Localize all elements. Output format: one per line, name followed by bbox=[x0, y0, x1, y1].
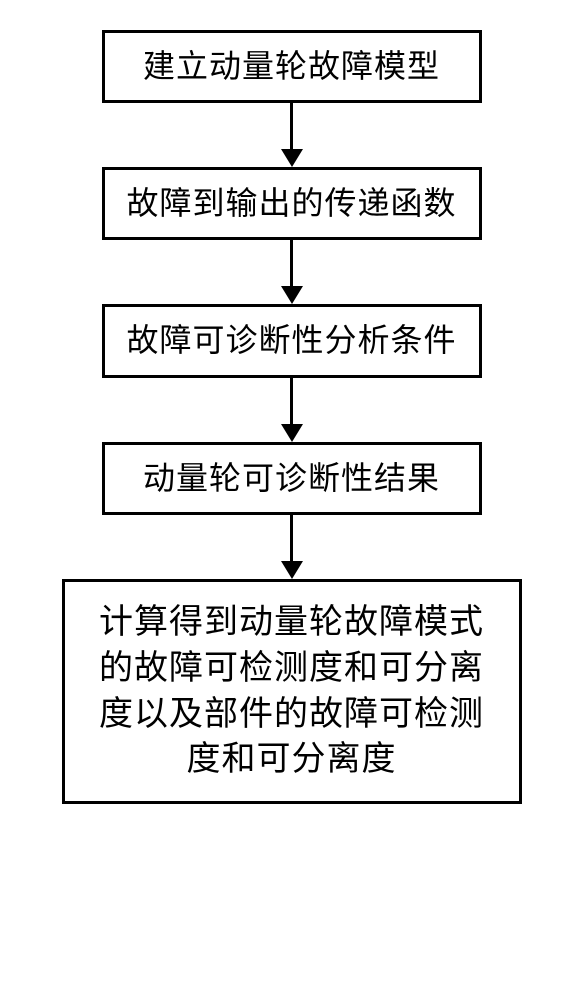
flowchart-box-2-text: 故障到输出的传递函数 bbox=[126, 182, 456, 225]
arrow-head-icon bbox=[281, 424, 303, 442]
arrow-line bbox=[290, 103, 293, 149]
arrow-head-icon bbox=[281, 561, 303, 579]
flowchart-container: 建立动量轮故障模型 故障到输出的传递函数 故障可诊断性分析条件 动量轮可诊断性结… bbox=[62, 30, 522, 804]
arrow-head-icon bbox=[281, 149, 303, 167]
arrow-line bbox=[290, 515, 293, 561]
flowchart-box-1-text: 建立动量轮故障模型 bbox=[143, 45, 440, 88]
arrow-line bbox=[290, 378, 293, 424]
flowchart-box-2: 故障到输出的传递函数 bbox=[102, 167, 482, 240]
flowchart-box-4: 动量轮可诊断性结果 bbox=[102, 442, 482, 515]
arrow-head-icon bbox=[281, 286, 303, 304]
flowchart-arrow-1 bbox=[281, 103, 303, 167]
flowchart-box-3-text: 故障可诊断性分析条件 bbox=[126, 319, 456, 362]
flowchart-box-5: 计算得到动量轮故障模式的故障可检测度和可分离度以及部件的故障可检测度和可分离度 bbox=[62, 579, 522, 805]
flowchart-box-1: 建立动量轮故障模型 bbox=[102, 30, 482, 103]
flowchart-arrow-4 bbox=[281, 515, 303, 579]
flowchart-arrow-3 bbox=[281, 378, 303, 442]
flowchart-arrow-2 bbox=[281, 240, 303, 304]
arrow-line bbox=[290, 240, 293, 286]
flowchart-box-3: 故障可诊断性分析条件 bbox=[102, 304, 482, 377]
flowchart-box-5-text: 计算得到动量轮故障模式的故障可检测度和可分离度以及部件的故障可检测度和可分离度 bbox=[93, 600, 491, 784]
flowchart-box-4-text: 动量轮可诊断性结果 bbox=[143, 457, 440, 500]
